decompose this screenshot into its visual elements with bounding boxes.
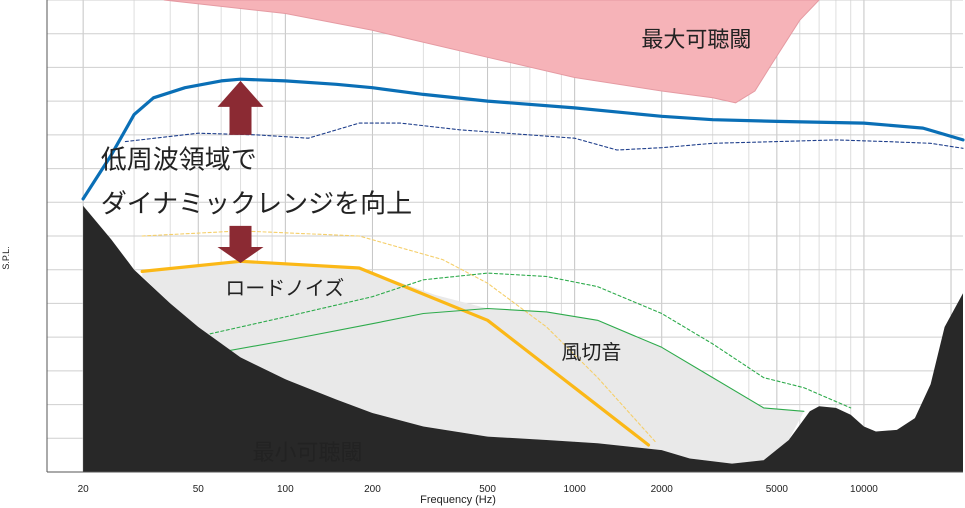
max-threshold-fill bbox=[163, 0, 820, 104]
arrow-up-icon bbox=[217, 80, 264, 135]
min-threshold-area bbox=[83, 205, 964, 472]
x-tick-label: 20 bbox=[78, 484, 90, 495]
road-noise-label: ロードノイズ bbox=[225, 276, 344, 300]
road-noise-dashed bbox=[141, 230, 656, 443]
x-tick-label: 10000 bbox=[850, 484, 878, 495]
arrow-down-icon bbox=[217, 225, 264, 263]
dynamic-range-label-1: 低周波領域で bbox=[101, 146, 257, 176]
min-threshold-label: 最小可聴閾 bbox=[253, 441, 363, 466]
x-tick-label: 50 bbox=[193, 484, 205, 495]
wind-noise-dashed bbox=[209, 272, 852, 409]
arrows bbox=[217, 80, 264, 263]
road-noise-line bbox=[140, 259, 651, 447]
max-threshold-label: 最大可聴閾 bbox=[641, 28, 751, 53]
plot-frame bbox=[46, 0, 963, 473]
x-tick-label: 5000 bbox=[766, 484, 789, 495]
x-tick-labels: 20 50 100 200 500 1000 2000 5000 10000 bbox=[78, 484, 879, 495]
wind-noise-label: 風切音 bbox=[561, 340, 621, 364]
x-tick-label: 500 bbox=[479, 484, 496, 495]
x-tick-label: 100 bbox=[277, 484, 294, 495]
dynamic-range-label-2: ダイナミックレンジを向上 bbox=[101, 189, 412, 219]
series-lines bbox=[81, 77, 965, 447]
max-level-dashed bbox=[124, 122, 964, 151]
x-tick-label: 1000 bbox=[564, 484, 587, 495]
max-threshold-area bbox=[163, 0, 820, 104]
wind-noise-line bbox=[209, 307, 805, 412]
x-tick-label: 2000 bbox=[651, 484, 674, 495]
y-axis-label: S.P.L. bbox=[1, 246, 11, 269]
max-level-line bbox=[81, 77, 965, 201]
min-threshold-fill bbox=[83, 205, 964, 472]
x-tick-label: 200 bbox=[364, 484, 381, 495]
x-axis-label: Frequency (Hz) bbox=[420, 494, 496, 506]
